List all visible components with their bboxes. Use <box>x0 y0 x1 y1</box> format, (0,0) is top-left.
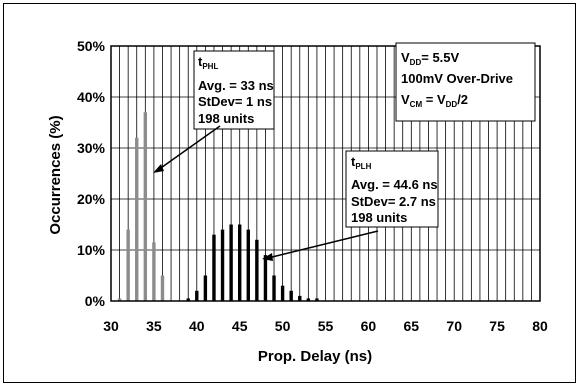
tphl-annotation-box <box>193 50 275 130</box>
bar-tphl-35 <box>152 242 156 301</box>
y-tick-label: 40% <box>77 89 106 105</box>
tplh-annotation-box <box>345 150 439 228</box>
bar-tphl-36 <box>160 275 165 301</box>
tplh-stdev: StDev= 2.7 ns <box>351 194 436 209</box>
bar-tplh-47 <box>255 239 259 301</box>
x-tick-label: 30 <box>103 318 119 334</box>
tphl-arrow <box>157 125 221 171</box>
bar-tplh-39 <box>186 298 190 301</box>
x-tick-label: 55 <box>318 318 334 334</box>
bar-tplh-46 <box>246 229 250 301</box>
bar-tplh-49 <box>272 275 276 301</box>
x-tick-labels: 30 35 40 45 50 55 60 65 70 75 80 <box>103 318 548 334</box>
y-tick-label: 30% <box>77 140 106 156</box>
tplh-units: 198 units <box>351 210 407 225</box>
bar-tplh-50 <box>280 285 285 301</box>
tplh-arrow <box>267 230 379 259</box>
y-tick-label: 50% <box>77 38 106 54</box>
y-tick-label: 20% <box>77 191 106 207</box>
bar-tphl-32 <box>126 229 130 301</box>
x-tick-label: 75 <box>489 318 505 334</box>
vdd-condition: VDD= 5.5V <box>401 50 460 67</box>
bar-tplh-51 <box>289 290 293 301</box>
tphl-annotation: tPHL Avg. = 33 ns StDev= 1 ns 198 units <box>193 50 275 130</box>
x-axis-title: Prop. Delay (ns) <box>258 348 372 365</box>
x-tick-label: 45 <box>232 318 248 334</box>
bar-tphl-31 <box>117 298 122 301</box>
y-axis-title: Occurrences (%) <box>47 115 64 234</box>
tphl-stdev: StDev= 1 ns <box>198 94 272 109</box>
tplh-avg: Avg. = 44.6 ns <box>351 177 438 192</box>
bar-tplh-45 <box>238 224 242 301</box>
x-tick-label: 40 <box>189 318 205 334</box>
bar-tphl-34 <box>143 112 148 301</box>
x-tick-label: 80 <box>532 318 548 334</box>
bars <box>117 112 319 301</box>
x-tick-label: 35 <box>146 318 162 334</box>
tphl-arrowhead <box>153 164 164 173</box>
overdrive-condition: 100mV Over-Drive <box>401 71 513 86</box>
bar-tplh-52 <box>298 295 302 301</box>
x-tick-label: 50 <box>275 318 291 334</box>
bar-tplh-42 <box>212 234 216 301</box>
bar-tplh-54 <box>315 298 319 301</box>
vcm-condition: VCM = VDD/2 <box>401 92 468 109</box>
bar-tplh-48 <box>263 255 268 301</box>
bar-tphl-33 <box>135 137 139 301</box>
x-tick-label: 60 <box>361 318 377 334</box>
bar-tplh-53 <box>306 298 311 301</box>
tplh-annotation: tPLH Avg. = 44.6 ns StDev= 2.7 ns 198 un… <box>345 150 439 228</box>
tphl-units: 198 units <box>198 111 254 126</box>
bar-tplh-44 <box>229 224 233 301</box>
x-tick-label: 70 <box>446 318 462 334</box>
tphl-avg: Avg. = 33 ns <box>198 78 274 93</box>
tphl-label: tPHL <box>198 54 218 71</box>
bar-tplh-43 <box>220 229 225 301</box>
y-tick-labels: 0% 10% 20% 30% 40% 50% <box>77 38 106 309</box>
y-tick-label: 0% <box>85 293 106 309</box>
x-tick-label: 65 <box>404 318 420 334</box>
y-tick-label: 10% <box>77 242 106 258</box>
bar-tplh-41 <box>203 275 208 301</box>
conditions-annotation-box <box>395 42 536 122</box>
tplh-arrowhead <box>262 253 273 261</box>
annotation-arrows <box>153 125 379 261</box>
plot-area <box>110 45 541 302</box>
tplh-label: tPLH <box>351 154 372 171</box>
bar-tplh-40 <box>195 290 199 301</box>
conditions-annotation: VDD= 5.5V 100mV Over-Drive VCM = VDD/2 <box>395 42 536 122</box>
